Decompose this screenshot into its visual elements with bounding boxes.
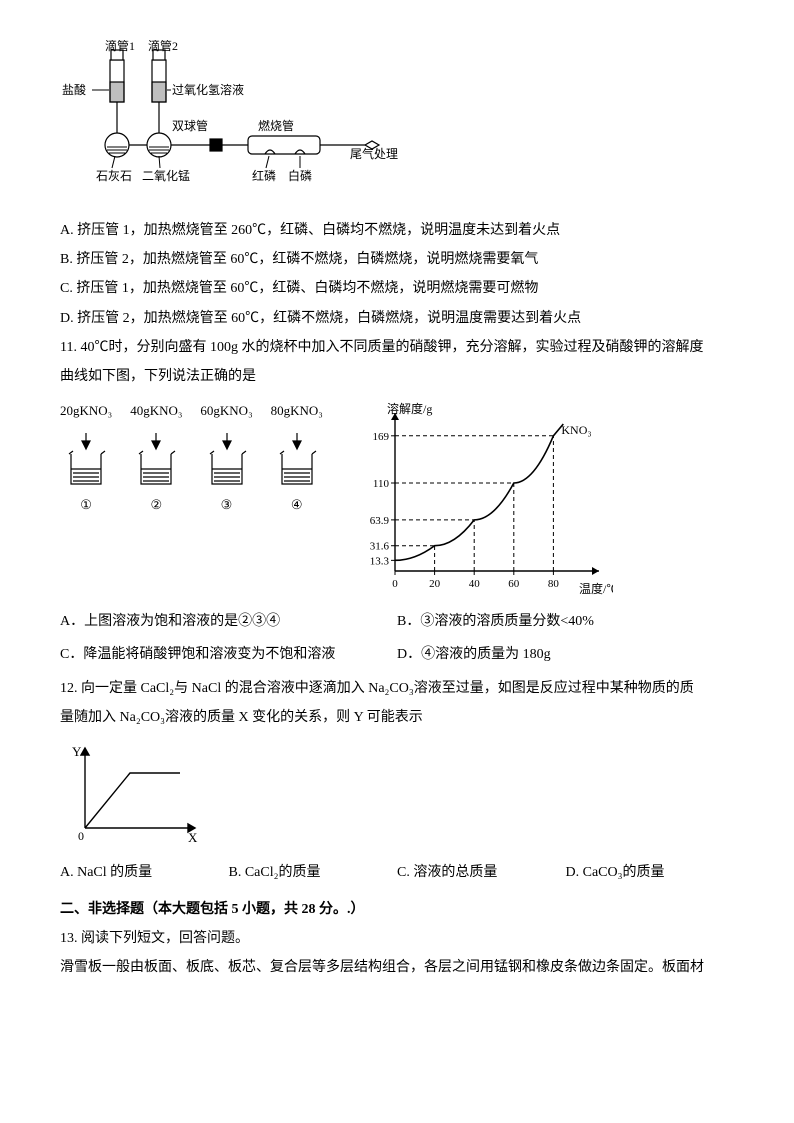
q12-y-label: Y: [72, 744, 82, 759]
q10-opt-a: A. 挤压管 1，加热燃烧管至 260℃，红磷、白磷均不燃烧，说明温度未达到着火…: [60, 218, 734, 243]
q12-stem1: 12. 向一定量 CaCl₂与 NaCl 的混合溶液中逐滴加入 Na₂CO₃溶液…: [60, 676, 734, 701]
q12-opt-a: A. NaCl 的质量: [60, 860, 229, 885]
svg-text:0: 0: [392, 578, 398, 590]
q12-origin: 0: [78, 829, 84, 843]
label-burn-tube: 燃烧管: [258, 118, 294, 133]
beaker-1-mass: 20gKNO₃: [60, 399, 112, 422]
label-red-p: 红磷: [252, 168, 276, 183]
svg-text:31.6: 31.6: [370, 541, 390, 553]
q11-opt-c: C．降温能将硝酸钾饱和溶液变为不饱和溶液: [60, 642, 397, 667]
svg-text:63.9: 63.9: [370, 515, 390, 527]
q10-opt-d: D. 挤压管 2，加热燃烧管至 60℃，红磷不燃烧，白磷燃烧，说明温度需要达到着…: [60, 306, 734, 331]
q13-body: 滑雪板一般由板面、板底、板芯、复合层等多层结构组合，各层之间用锰钢和橡皮条做边条…: [60, 955, 734, 980]
beaker-2-num: ②: [130, 493, 182, 516]
apparatus-diagram: 滴管1 滴管2 盐酸 过氧化氢溶液 双球管 燃烧管 尾气处理 石灰石 二氧化锰 …: [60, 40, 734, 210]
svg-text:13.3: 13.3: [370, 555, 390, 567]
beaker-1: 20gKNO₃ ①: [60, 399, 112, 516]
label-mno2: 二氧化锰: [142, 168, 190, 183]
q10-opt-c: C. 挤压管 1，加热燃烧管至 60℃，红磷、白磷均不燃烧，说明燃烧需要可燃物: [60, 276, 734, 301]
solubility-chart: 溶解度/g 温度/℃ 0 20 40 60 80 13.3 31.6 63.9 110 169 KNO₃: [353, 399, 613, 599]
beaker-2-mass: 40gKNO₃: [130, 399, 182, 422]
beaker-3-mass: 60gKNO₃: [200, 399, 252, 422]
label-dropper1: 滴管1: [105, 40, 135, 53]
svg-text:40: 40: [469, 578, 481, 590]
q13-stem: 13. 阅读下列短文，回答问题。: [60, 926, 734, 951]
svg-text:60: 60: [508, 578, 520, 590]
beaker-4: 80gKNO₃ ④: [271, 399, 323, 516]
q11-opt-a: A．上图溶液为饱和溶液的是②③④: [60, 609, 397, 634]
svg-text:80: 80: [548, 578, 560, 590]
svg-text:溶解度/g: 溶解度/g: [387, 401, 432, 416]
q12-opt-c: C. 溶液的总质量: [397, 860, 566, 885]
q12-options: A. NaCl 的质量 B. CaCl₂的质量 C. 溶液的总质量 D. CaC…: [60, 856, 734, 889]
label-tail-gas: 尾气处理: [350, 146, 398, 161]
q11-stem1: 11. 40℃时，分别向盛有 100g 水的烧杯中加入不同质量的硝酸钾，充分溶解…: [60, 335, 734, 360]
label-white-p: 白磷: [288, 168, 312, 183]
q12-x-label: X: [188, 830, 198, 845]
label-double-ball: 双球管: [172, 118, 208, 133]
q12-opt-d: D. CaCO₃的质量: [566, 860, 735, 885]
q11-figure-row: 20gKNO₃ ① 40gKNO₃ ② 60gKNO₃: [60, 399, 734, 599]
label-h2o2: 过氧化氢溶液: [172, 82, 244, 97]
q12-opt-b: B. CaCl₂的质量: [229, 860, 398, 885]
q10-opt-b: B. 挤压管 2，加热燃烧管至 60℃，红磷不燃烧，白磷燃烧，说明燃烧需要氧气: [60, 247, 734, 272]
q11-opt-b: B．③溶液的溶质质量分数<40%: [397, 609, 734, 634]
beaker-2: 40gKNO₃ ②: [130, 399, 182, 516]
svg-text:KNO₃: KNO₃: [561, 423, 591, 437]
svg-text:169: 169: [372, 431, 389, 443]
section2-heading: 二、非选择题（本大题包括 5 小题，共 28 分。.）: [60, 897, 734, 922]
q12-graph: Y X 0: [60, 738, 734, 848]
beaker-1-num: ①: [60, 493, 112, 516]
svg-text:20: 20: [429, 578, 441, 590]
label-limestone: 石灰石: [96, 169, 132, 183]
beaker-4-mass: 80gKNO₃: [271, 399, 323, 422]
q11-stem2: 曲线如下图，下列说法正确的是: [60, 364, 734, 389]
svg-text:110: 110: [373, 478, 390, 490]
beaker-3: 60gKNO₃ ③: [200, 399, 252, 516]
svg-text:温度/℃: 温度/℃: [579, 581, 613, 596]
q12-stem2: 量随加入 Na₂CO₃溶液的质量 X 变化的关系，则 Y 可能表示: [60, 705, 734, 730]
label-hcl: 盐酸: [62, 82, 86, 97]
apparatus-svg: 滴管1 滴管2 盐酸 过氧化氢溶液 双球管 燃烧管 尾气处理 石灰石 二氧化锰 …: [60, 40, 420, 210]
beaker-3-num: ③: [200, 493, 252, 516]
q11-options: A．上图溶液为饱和溶液的是②③④ B．③溶液的溶质质量分数<40% C．降温能将…: [60, 605, 734, 671]
label-dropper2: 滴管2: [148, 40, 178, 53]
q11-opt-d: D．④溶液的质量为 180g: [397, 642, 734, 667]
beaker-4-num: ④: [271, 493, 323, 516]
